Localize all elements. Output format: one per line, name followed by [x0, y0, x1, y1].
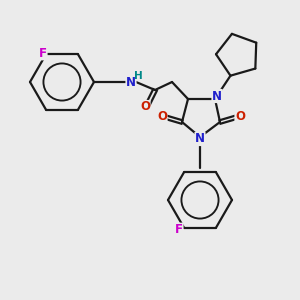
Text: F: F — [39, 47, 47, 60]
Text: F: F — [175, 223, 183, 236]
Text: O: O — [157, 110, 167, 124]
Text: N: N — [126, 76, 136, 88]
Text: N: N — [195, 133, 205, 146]
Text: O: O — [140, 100, 150, 113]
Text: N: N — [212, 89, 222, 103]
Text: O: O — [235, 110, 245, 124]
Text: H: H — [134, 71, 142, 81]
